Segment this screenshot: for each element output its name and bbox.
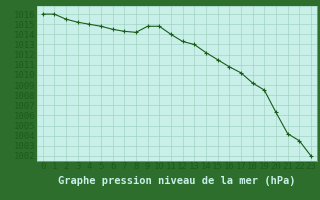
X-axis label: Graphe pression niveau de la mer (hPa): Graphe pression niveau de la mer (hPa): [58, 176, 296, 186]
